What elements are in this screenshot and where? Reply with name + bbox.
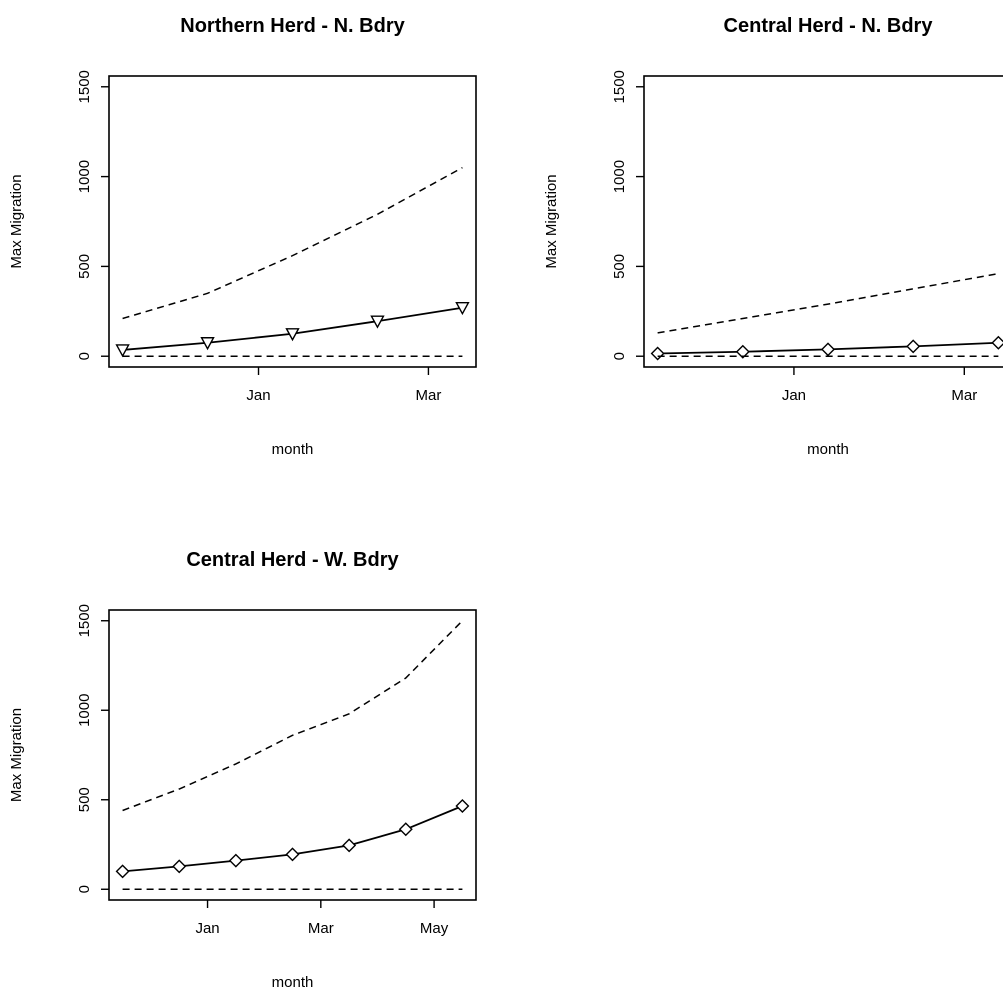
- data-point: [991, 335, 1003, 350]
- y-tick-label: 1500: [76, 604, 93, 637]
- x-axis-label: month: [272, 974, 314, 991]
- y-tick-label: 1000: [611, 160, 628, 193]
- data-point: [115, 344, 130, 358]
- data-point: [115, 864, 130, 879]
- data-point: [906, 339, 921, 354]
- x-tick-label: Jan: [246, 387, 270, 404]
- y-tick-label: 0: [76, 352, 93, 360]
- plot-area: [650, 272, 1003, 361]
- data-point: [455, 799, 470, 814]
- data-point: [228, 853, 243, 868]
- x-tick-label: May: [420, 920, 449, 937]
- x-tick-label: Mar: [308, 920, 334, 937]
- y-axis-label: Max Migration: [8, 708, 25, 802]
- chart-title: Central Herd - W. Bdry: [186, 549, 399, 571]
- data-point: [342, 838, 357, 853]
- y-axis-label: Max Migration: [8, 174, 25, 268]
- plot-frame: [108, 609, 477, 901]
- chart-title: Central Herd - N. Bdry: [724, 15, 934, 37]
- series-line-2: [122, 166, 463, 320]
- y-axis-label: Max Migration: [543, 174, 560, 268]
- y-tick-label: 1500: [76, 70, 93, 103]
- data-point: [172, 859, 187, 874]
- y-tick-label: 500: [76, 787, 93, 812]
- x-tick-label: Jan: [195, 920, 219, 937]
- x-axis-label: month: [272, 441, 314, 458]
- plot-frame: [643, 75, 1003, 368]
- data-point: [285, 847, 300, 862]
- data-point: [455, 302, 470, 316]
- data-point: [398, 822, 413, 837]
- data-point: [821, 342, 835, 357]
- y-tick-label: 500: [611, 254, 628, 279]
- panel-2: Central Herd - N. Bdry 0 500 1000 1500 Max Mi…: [543, 15, 1003, 458]
- series-line-2: [657, 272, 999, 334]
- y-tick-label: 0: [611, 352, 628, 360]
- panel-1: Northern Herd - N. Bdry 0 500 1000 1500 Max M…: [8, 15, 477, 458]
- x-tick-label: Jan: [782, 387, 806, 404]
- data-point: [650, 346, 665, 361]
- y-tick-label: 500: [76, 254, 93, 279]
- data-point: [200, 337, 215, 351]
- y-tick-label: 1000: [76, 694, 93, 727]
- y-tick-label: 1000: [76, 160, 93, 193]
- plot-area: [115, 166, 470, 358]
- data-point: [370, 315, 385, 329]
- data-point: [285, 328, 300, 342]
- data-point: [735, 344, 750, 359]
- x-tick-label: Mar: [951, 387, 977, 404]
- y-tick-label: 0: [76, 885, 93, 893]
- plot-frame: [108, 75, 477, 368]
- x-tick-label: Mar: [416, 387, 442, 404]
- series-line-1: [122, 805, 463, 873]
- panel-3: Central Herd - W. Bdry 0 500 1000 1500 Max Mi…: [8, 549, 477, 991]
- y-tick-label: 1500: [611, 70, 628, 103]
- x-axis-label: month: [807, 441, 849, 458]
- series-line-2: [122, 620, 463, 812]
- plot-area: [115, 620, 470, 891]
- chart-title: Northern Herd - N. Bdry: [180, 15, 405, 37]
